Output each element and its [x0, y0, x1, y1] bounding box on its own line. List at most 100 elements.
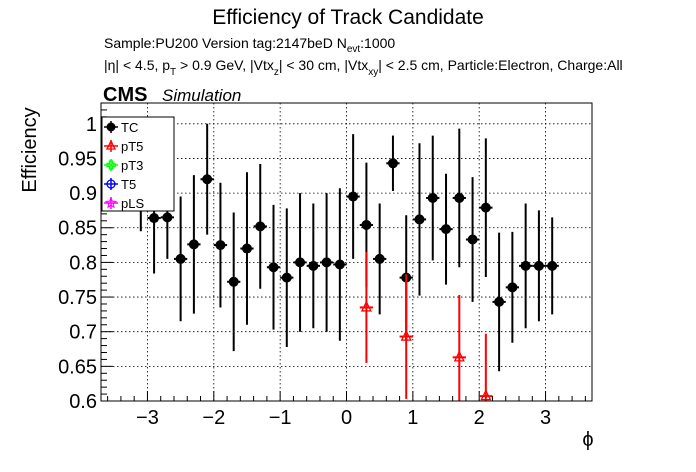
pt5-point	[399, 274, 413, 399]
y-tick-label: 0.95	[58, 148, 97, 170]
marker-tc	[308, 260, 319, 271]
marker-tc	[427, 192, 438, 203]
tc-point	[266, 204, 281, 330]
y-tick-label: 0.7	[69, 322, 97, 344]
y-tick-label: 1	[86, 114, 97, 136]
tc-point	[532, 210, 546, 322]
tc-point	[492, 232, 506, 372]
tc-point	[373, 203, 387, 315]
tc-point	[412, 143, 427, 296]
tc-point	[333, 188, 347, 341]
cuts-info: |η| < 4.5, pT > 0.9 GeV, |Vtxz| < 30 cm,…	[104, 57, 623, 78]
legend-label-tc: TC	[121, 120, 138, 135]
marker-tc	[361, 219, 372, 230]
legend-label-pt3: pT3	[121, 158, 143, 173]
sample-info: Sample:PU200 Version tag:2147beD Nevt:10…	[104, 35, 395, 55]
marker-tc	[241, 243, 252, 254]
legend-label-pt5: pT5	[121, 139, 143, 154]
tc-point	[426, 135, 440, 261]
marker-tc	[149, 213, 160, 224]
legend-label-t5: T5	[121, 177, 136, 192]
tc-point	[479, 138, 493, 277]
tc-point	[386, 135, 400, 192]
tc-point	[519, 203, 533, 329]
y-tick-label: 0.65	[58, 356, 97, 378]
marker-tc	[106, 122, 116, 132]
x-tick-label: 1	[407, 407, 418, 429]
marker-tc	[321, 257, 332, 268]
marker-tc	[533, 260, 544, 271]
marker-tc	[494, 296, 505, 307]
marker-t5	[106, 179, 116, 189]
tc-point	[227, 212, 241, 352]
tc-point	[306, 203, 320, 329]
chart-title: Efficiency of Track Candidate	[212, 6, 484, 29]
marker-tc	[547, 260, 558, 271]
marker-pt5	[453, 350, 465, 362]
marker-tc	[441, 224, 452, 235]
marker-tc	[374, 253, 385, 264]
x-tick-label: −2	[202, 407, 225, 429]
pt5-point	[359, 252, 374, 363]
pt5-point	[452, 294, 466, 401]
tc-point	[293, 193, 307, 332]
marker-tc	[162, 212, 173, 223]
data-points	[134, 123, 559, 401]
marker-tc	[454, 192, 465, 203]
tc-point	[452, 128, 466, 268]
tc-point	[187, 175, 201, 314]
cuts-subscript: xy	[368, 67, 378, 78]
cuts-subscript: T	[170, 67, 176, 78]
x-tick-label: −1	[269, 407, 292, 429]
sample-label: Sample:PU200 Version tag:2147beD N	[104, 35, 347, 51]
pt5-point	[479, 333, 493, 401]
cms-label: CMS	[103, 84, 147, 106]
x-tick-label: 2	[474, 407, 485, 429]
simulation-label: Simulation	[162, 86, 241, 105]
marker-pt5	[400, 329, 412, 341]
tc-point	[319, 193, 334, 332]
marker-pt5	[480, 389, 492, 401]
axes: −3 −2 −1 0 1 2 3 0.6 0.65 0.7 0.75 0.8 0.85 0.9 0.95 1	[58, 109, 586, 429]
cuts-text: | < 30 cm, |Vtx	[279, 57, 368, 73]
tc-point	[200, 123, 214, 235]
tc-point	[280, 208, 294, 347]
tc-point	[173, 196, 188, 322]
y-tick-label: 0.6	[69, 391, 97, 413]
marker-tc	[520, 260, 531, 271]
tc-point	[346, 134, 360, 259]
plot-frame	[100, 102, 593, 402]
tc-point	[240, 172, 254, 325]
x-tick-label: 3	[540, 407, 551, 429]
cuts-text: > 0.9 GeV, |Vtx	[176, 57, 274, 73]
marker-tc	[202, 174, 213, 185]
marker-pt3	[106, 160, 116, 170]
x-axis-title: ϕ	[582, 429, 593, 451]
marker-tc	[348, 191, 359, 202]
marker-tc	[281, 272, 292, 283]
tc-point	[253, 163, 267, 289]
marker-tc	[175, 253, 186, 264]
y-tick-label: 0.85	[58, 218, 97, 240]
cuts-subscript: z	[274, 67, 279, 78]
marker-pt5	[360, 300, 372, 312]
marker-tc	[215, 240, 226, 251]
y-axis-title: Efficiency	[19, 107, 41, 192]
marker-tc	[480, 202, 491, 213]
x-tick-label: −3	[136, 407, 159, 429]
y-tick-label: 0.8	[69, 252, 97, 274]
tc-point	[545, 217, 559, 315]
legend: TC pT5 pT3 T5 pLS	[101, 116, 175, 212]
tc-point	[465, 177, 480, 302]
tc-point	[213, 182, 228, 308]
marker-tc	[387, 158, 398, 169]
marker-tc	[188, 239, 199, 250]
y-tick-label: 0.9	[69, 183, 97, 205]
y-tick-label: 0.75	[58, 287, 97, 309]
marker-tc	[228, 276, 239, 287]
marker-tc	[255, 221, 266, 232]
x-tick-label: 0	[341, 407, 352, 429]
marker-pls	[104, 196, 118, 209]
sample-value: :1000	[360, 35, 395, 51]
marker-tc	[295, 257, 306, 268]
